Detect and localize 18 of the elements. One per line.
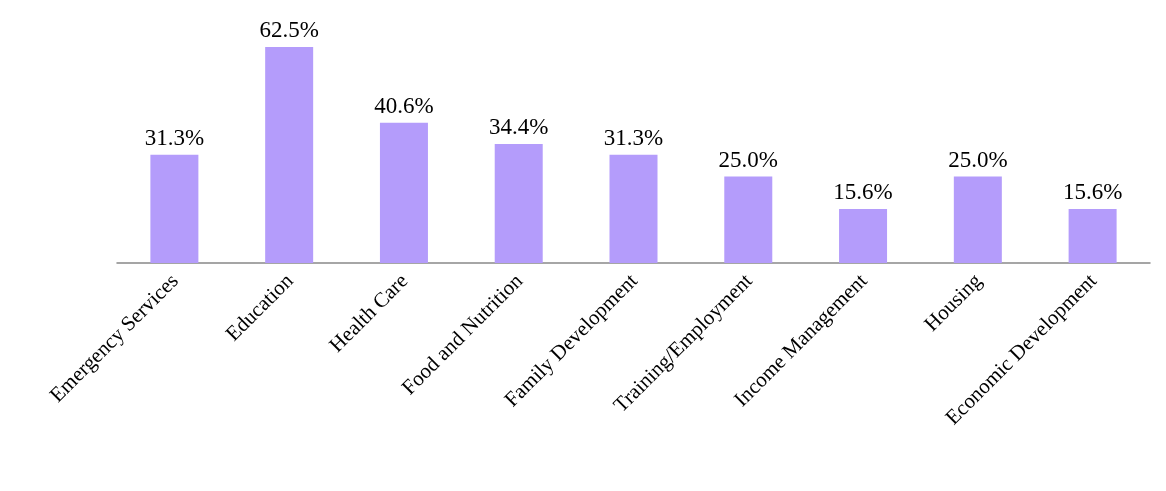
bar — [494, 144, 543, 263]
data-label: 62.5% — [259, 17, 319, 42]
data-label: 31.3% — [144, 124, 205, 150]
data-label: 31.3% — [603, 124, 664, 150]
data-label: 25.0% — [718, 146, 778, 172]
bar — [265, 47, 314, 263]
bar — [379, 122, 428, 263]
bar — [1068, 209, 1117, 263]
bar — [609, 154, 658, 263]
data-label: 15.6% — [1062, 179, 1123, 205]
data-label: 15.6% — [833, 179, 893, 205]
bar — [839, 209, 888, 263]
data-label: 25.0% — [948, 146, 1008, 172]
bar — [724, 176, 773, 263]
bar — [953, 176, 1002, 263]
data-label: 40.6% — [374, 92, 434, 118]
data-label: 34.4% — [489, 114, 549, 140]
bar — [150, 154, 199, 263]
